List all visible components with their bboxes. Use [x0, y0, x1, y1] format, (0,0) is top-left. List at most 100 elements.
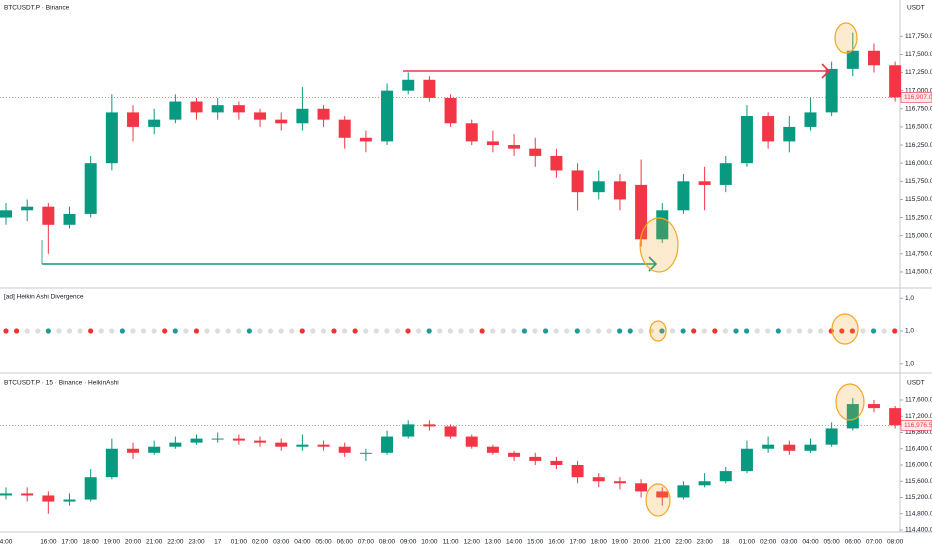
candle-body [529, 148, 542, 156]
x-tick-label: 19:00 [612, 539, 629, 546]
y-tick-label: 1,0 [905, 361, 914, 368]
candle-body [148, 446, 161, 453]
candle-body [423, 79, 436, 98]
signal-dot [278, 328, 284, 334]
signal-dot [373, 328, 379, 334]
x-tick-label: 22:00 [167, 539, 184, 546]
y-tick-label: 116,000.0 [905, 462, 932, 469]
x-tick-label: 04:00 [294, 539, 311, 546]
signal-dot [119, 328, 125, 334]
x-tick-label: 22:00 [675, 539, 692, 546]
signal-dot [691, 328, 697, 334]
signal-dot [680, 328, 686, 334]
signal-dot [130, 328, 136, 334]
signal-dot [744, 328, 750, 334]
signal-dot [98, 328, 104, 334]
candle-body [508, 452, 521, 457]
candle-body [169, 442, 182, 447]
signal-dot [595, 328, 602, 334]
x-tick-label: 4:00 [0, 539, 13, 546]
signal-dot [807, 328, 813, 334]
x-tick-label: 20:00 [633, 539, 650, 546]
unit-label: USDT [907, 380, 925, 387]
x-tick-label: 18 [722, 539, 730, 546]
signal-dot [542, 328, 549, 334]
pane-title: BTCUSDT.P · Binance [4, 5, 70, 12]
signal-dot [193, 328, 200, 334]
signal-dot [56, 328, 62, 334]
candle-body [275, 442, 288, 447]
signal-dot [77, 328, 83, 334]
signal-dot [617, 328, 623, 334]
y-tick-label: 117,000.0 [905, 87, 932, 94]
signal-dot [796, 328, 803, 334]
candle-body [719, 163, 732, 185]
candle-body [804, 112, 817, 127]
candle-body [613, 181, 626, 200]
candle-body [465, 436, 478, 447]
x-tick-label: 01:00 [231, 539, 248, 546]
candle-body [211, 105, 224, 113]
candle-body [190, 101, 203, 113]
signal-dot [352, 328, 358, 334]
candle-body [190, 438, 203, 443]
signal-dot [13, 328, 20, 334]
y-tick-label: 117,200.0 [905, 413, 932, 420]
signal-dot [606, 328, 612, 334]
x-tick-label: 17:00 [569, 539, 586, 546]
signal-dot [490, 328, 496, 334]
x-tick-label: 07:00 [866, 539, 883, 546]
last-price-box [900, 420, 932, 431]
signal-dot [246, 328, 252, 334]
y-tick-label: 1,0 [905, 328, 914, 335]
y-tick-label: 116,400.0 [905, 445, 932, 452]
x-tick-label: 23:00 [696, 539, 713, 546]
candle-body [381, 90, 394, 142]
y-tick-label: 117,600.0 [905, 397, 932, 404]
highlight [645, 483, 671, 517]
signal-dot [532, 328, 538, 334]
candle-body [846, 50, 859, 69]
signal-dot [225, 328, 231, 334]
signal-dot [447, 328, 453, 334]
arrow-head [821, 63, 831, 79]
signal-dot [722, 328, 729, 334]
signal-dot [765, 328, 771, 334]
signal-dot [849, 328, 856, 334]
candle-body [296, 108, 309, 124]
candle-body [359, 452, 372, 454]
signal-dot [320, 328, 326, 334]
candle-body [571, 464, 584, 478]
candle-body [740, 448, 753, 472]
x-tick-label: 23:00 [188, 539, 205, 546]
candle-body [254, 440, 267, 443]
candle-body [889, 65, 902, 98]
x-tick-label: 21:00 [146, 539, 163, 546]
candle-body [402, 79, 415, 91]
signal-dot [627, 328, 633, 334]
y-tick-label: 115,250.0 [905, 214, 932, 221]
signal-dot [267, 328, 274, 334]
candle-body [465, 123, 478, 142]
signal-dot [363, 328, 369, 334]
y-tick-label: 116,800.0 [905, 429, 932, 436]
candle-body [42, 495, 55, 502]
candle-body [381, 436, 394, 453]
signal-dot [511, 328, 517, 334]
unit-label: USDT [907, 5, 925, 12]
signal-dot [183, 328, 189, 334]
y-tick-label: 114,500.0 [905, 269, 932, 276]
candle-body [275, 119, 288, 124]
candle-body [127, 448, 140, 453]
x-tick-label: 15:00 [527, 539, 544, 546]
candle-body [444, 97, 457, 124]
candle-body [338, 446, 351, 453]
candle-body [613, 481, 626, 484]
pane-title: [ad] Heikin Ashi Divergence [4, 294, 84, 301]
y-tick-label: 116,250.0 [905, 142, 932, 149]
x-tick-label: 03:00 [273, 539, 290, 546]
x-tick-label: 13:00 [485, 539, 502, 546]
candle-body [63, 213, 76, 225]
